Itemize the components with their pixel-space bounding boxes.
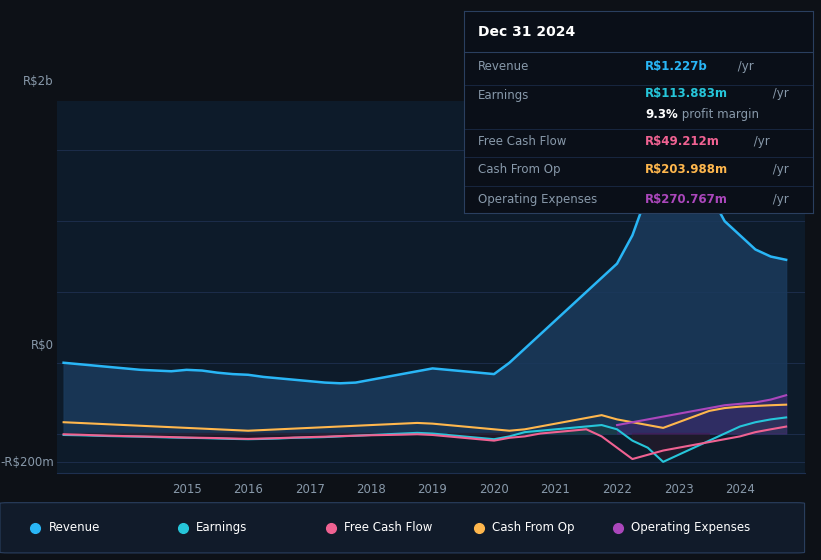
Text: /yr: /yr bbox=[750, 135, 770, 148]
Text: /yr: /yr bbox=[769, 87, 789, 100]
Text: R$203.988m: R$203.988m bbox=[645, 163, 728, 176]
Text: R$49.212m: R$49.212m bbox=[645, 135, 720, 148]
Text: -R$200m: -R$200m bbox=[0, 456, 53, 469]
Text: R$1.227b: R$1.227b bbox=[645, 60, 708, 73]
Text: Operating Expenses: Operating Expenses bbox=[478, 193, 597, 206]
Text: Revenue: Revenue bbox=[478, 60, 530, 73]
Text: Earnings: Earnings bbox=[478, 90, 530, 102]
Text: /yr: /yr bbox=[769, 193, 789, 206]
Text: Operating Expenses: Operating Expenses bbox=[631, 521, 750, 534]
Text: R$2b: R$2b bbox=[23, 75, 53, 88]
Text: profit margin: profit margin bbox=[678, 108, 759, 120]
Text: Dec 31 2024: Dec 31 2024 bbox=[478, 25, 575, 39]
Text: R$0: R$0 bbox=[30, 339, 53, 352]
Text: R$270.767m: R$270.767m bbox=[645, 193, 728, 206]
Text: 9.3%: 9.3% bbox=[645, 108, 678, 120]
Text: Revenue: Revenue bbox=[48, 521, 100, 534]
Text: Free Cash Flow: Free Cash Flow bbox=[344, 521, 433, 534]
Text: /yr: /yr bbox=[769, 163, 789, 176]
Text: Free Cash Flow: Free Cash Flow bbox=[478, 135, 566, 148]
Text: Cash From Op: Cash From Op bbox=[478, 163, 560, 176]
Text: Earnings: Earnings bbox=[196, 521, 248, 534]
Text: Cash From Op: Cash From Op bbox=[492, 521, 574, 534]
Text: R$113.883m: R$113.883m bbox=[645, 87, 728, 100]
FancyBboxPatch shape bbox=[0, 503, 805, 553]
Text: /yr: /yr bbox=[734, 60, 754, 73]
